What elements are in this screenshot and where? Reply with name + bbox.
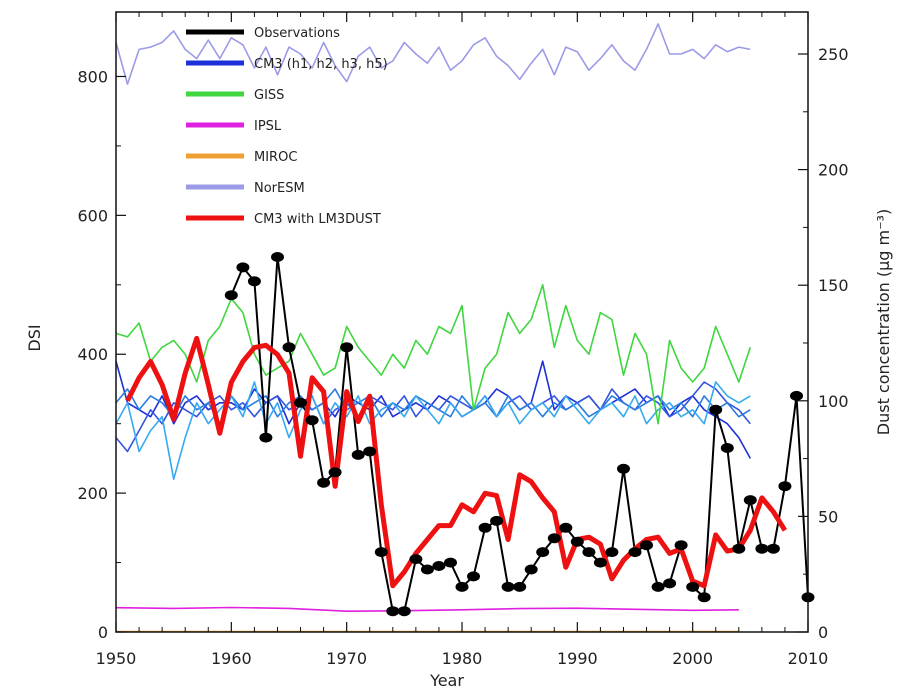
observation-marker xyxy=(409,554,423,565)
x-tick-label: 1970 xyxy=(326,649,367,668)
series-line-ipsl xyxy=(115,606,739,613)
observation-marker xyxy=(697,592,711,603)
observation-marker xyxy=(513,581,527,592)
y-left-axis-label: DSI xyxy=(25,324,44,351)
x-axis-label: Year xyxy=(429,671,464,690)
observation-marker xyxy=(559,522,573,533)
y-left-tick-label: 600 xyxy=(77,206,108,225)
x-tick-label: 2000 xyxy=(672,649,713,668)
observation-marker xyxy=(536,547,550,558)
legend-label-cm3-with-lm3dust: CM3 with LM3DUST xyxy=(254,212,381,227)
legend-label-giss: GISS xyxy=(254,88,284,103)
plot-markers xyxy=(224,252,815,617)
observation-marker xyxy=(305,415,319,426)
observation-marker xyxy=(743,495,757,506)
observation-marker xyxy=(444,557,457,568)
y-right-axis-label: Dust concentration (μg m⁻³) xyxy=(874,209,893,435)
observation-marker xyxy=(478,522,492,533)
observation-marker xyxy=(628,547,642,558)
observation-marker xyxy=(755,543,769,554)
observation-marker xyxy=(247,276,261,287)
observation-marker xyxy=(651,581,665,592)
legend: Observations CM3 (h1, h2, h3, h5) GISS IPSL… xyxy=(186,26,388,227)
observation-marker xyxy=(386,606,400,617)
observation-marker xyxy=(570,536,584,547)
observation-marker xyxy=(720,443,734,453)
y-right-tick-label: 200 xyxy=(818,161,849,180)
x-tick-label: 1990 xyxy=(557,649,598,668)
observation-marker xyxy=(605,547,619,558)
series-line-cm3-with-lm3dust xyxy=(125,335,788,589)
y-right-tick-label: 100 xyxy=(818,392,849,411)
series-line-cm3-member-4 xyxy=(115,381,751,481)
x-tick-label: 2010 xyxy=(788,649,829,668)
x-tick-label: 1980 xyxy=(442,649,483,668)
legend-label-ipsl: IPSL xyxy=(254,119,282,134)
observation-marker xyxy=(640,540,653,551)
observation-marker xyxy=(420,564,434,575)
observation-marker xyxy=(686,581,700,592)
observation-marker xyxy=(259,432,273,443)
observation-marker xyxy=(282,342,296,353)
y-right-tick-label: 250 xyxy=(818,45,849,64)
observation-marker xyxy=(790,390,803,401)
observation-marker xyxy=(374,547,388,558)
y-left-tick-label: 400 xyxy=(77,345,108,364)
x-tick-label: 1950 xyxy=(96,649,137,668)
y-right-tick-label: 50 xyxy=(818,507,838,526)
observation-marker xyxy=(432,561,446,571)
y-left-tick-label: 800 xyxy=(77,67,108,86)
observation-marker xyxy=(524,564,538,575)
observation-marker xyxy=(732,543,746,554)
axis-tick-labels: 1950 1960 1970 1980 1990 2000 2010020040060080… xyxy=(77,45,848,668)
series-line-noresm xyxy=(115,23,751,85)
observation-marker xyxy=(271,252,284,262)
observation-marker xyxy=(236,262,250,273)
observation-marker xyxy=(317,477,331,488)
observation-marker xyxy=(224,290,238,301)
series-line-giss xyxy=(115,283,752,425)
legend-label-cm3-h1-h2-h3-h5: CM3 (h1, h2, h3, h5) xyxy=(254,57,388,72)
observation-marker xyxy=(709,404,723,415)
observation-marker xyxy=(351,449,365,460)
observation-marker xyxy=(766,543,780,554)
observation-marker xyxy=(501,581,515,592)
observation-marker xyxy=(363,446,377,457)
observation-marker xyxy=(663,578,677,589)
y-right-tick-label: 150 xyxy=(818,276,849,295)
series-line-cm3-h1-h2-h3-h5 xyxy=(115,360,752,459)
observation-marker xyxy=(397,606,411,617)
legend-label-observations: Observations xyxy=(254,26,340,41)
observation-marker xyxy=(455,581,469,592)
observation-marker xyxy=(294,397,307,408)
observation-marker xyxy=(467,571,480,582)
legend-label-noresm: NorESM xyxy=(254,181,305,196)
observation-marker xyxy=(674,540,688,551)
observation-marker xyxy=(490,515,504,526)
observation-marker xyxy=(328,467,342,478)
axis-ticks xyxy=(115,12,809,633)
observation-marker xyxy=(593,557,607,568)
observation-marker xyxy=(547,533,561,544)
observation-marker xyxy=(340,342,354,353)
y-left-tick-label: 200 xyxy=(77,484,108,503)
observation-marker xyxy=(778,481,792,492)
observation-marker xyxy=(617,463,630,474)
observation-marker xyxy=(582,547,596,558)
y-right-tick-label: 0 xyxy=(818,623,828,642)
x-tick-label: 1960 xyxy=(211,649,252,668)
legend-label-miroc: MIROC xyxy=(254,150,297,165)
y-left-tick-label: 0 xyxy=(98,623,108,642)
